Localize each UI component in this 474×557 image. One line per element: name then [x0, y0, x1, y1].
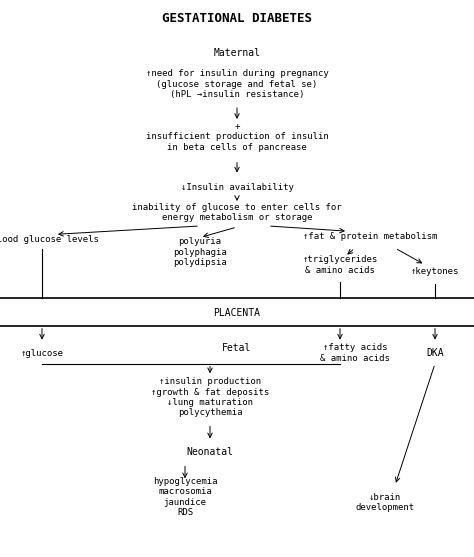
Text: DKA: DKA [426, 348, 444, 358]
Text: ↓Insulin availability: ↓Insulin availability [181, 183, 293, 192]
Text: ↑fatty acids
& amino acids: ↑fatty acids & amino acids [320, 344, 390, 363]
Text: Maternal: Maternal [213, 47, 261, 57]
Text: PLACENTA: PLACENTA [213, 308, 261, 318]
Text: +
insufficient production of insulin
in beta cells of pancrease: + insufficient production of insulin in … [146, 122, 328, 152]
Text: ↑blood glucose levels: ↑blood glucose levels [0, 235, 99, 244]
Text: Fetal: Fetal [222, 343, 252, 353]
Text: ↑triglycerides
& amino acids: ↑triglycerides & amino acids [302, 255, 378, 275]
Text: ↑glucose: ↑glucose [20, 349, 64, 358]
Text: ↑insulin production
↑growth & fat deposits
↓lung maturation
polycythemia: ↑insulin production ↑growth & fat deposi… [151, 377, 269, 417]
Text: ↑need for insulin during pregnancy
(glucose storage and fetal se)
(hPL →insulin : ↑need for insulin during pregnancy (gluc… [146, 69, 328, 99]
Text: ↑fat & protein metabolism: ↑fat & protein metabolism [303, 232, 437, 241]
Text: Neonatal: Neonatal [186, 447, 234, 457]
Text: GESTATIONAL DIABETES: GESTATIONAL DIABETES [162, 12, 312, 26]
Text: polyuria
polyphagia
polydipsia: polyuria polyphagia polydipsia [173, 237, 227, 267]
Text: ↓brain
development: ↓brain development [356, 492, 415, 512]
Text: ↑keytones: ↑keytones [411, 267, 459, 276]
Text: inability of glucose to enter cells for
energy metabolism or storage: inability of glucose to enter cells for … [132, 203, 342, 222]
Text: hypoglycemia
macrosomia
jaundice
RDS: hypoglycemia macrosomia jaundice RDS [153, 477, 217, 517]
